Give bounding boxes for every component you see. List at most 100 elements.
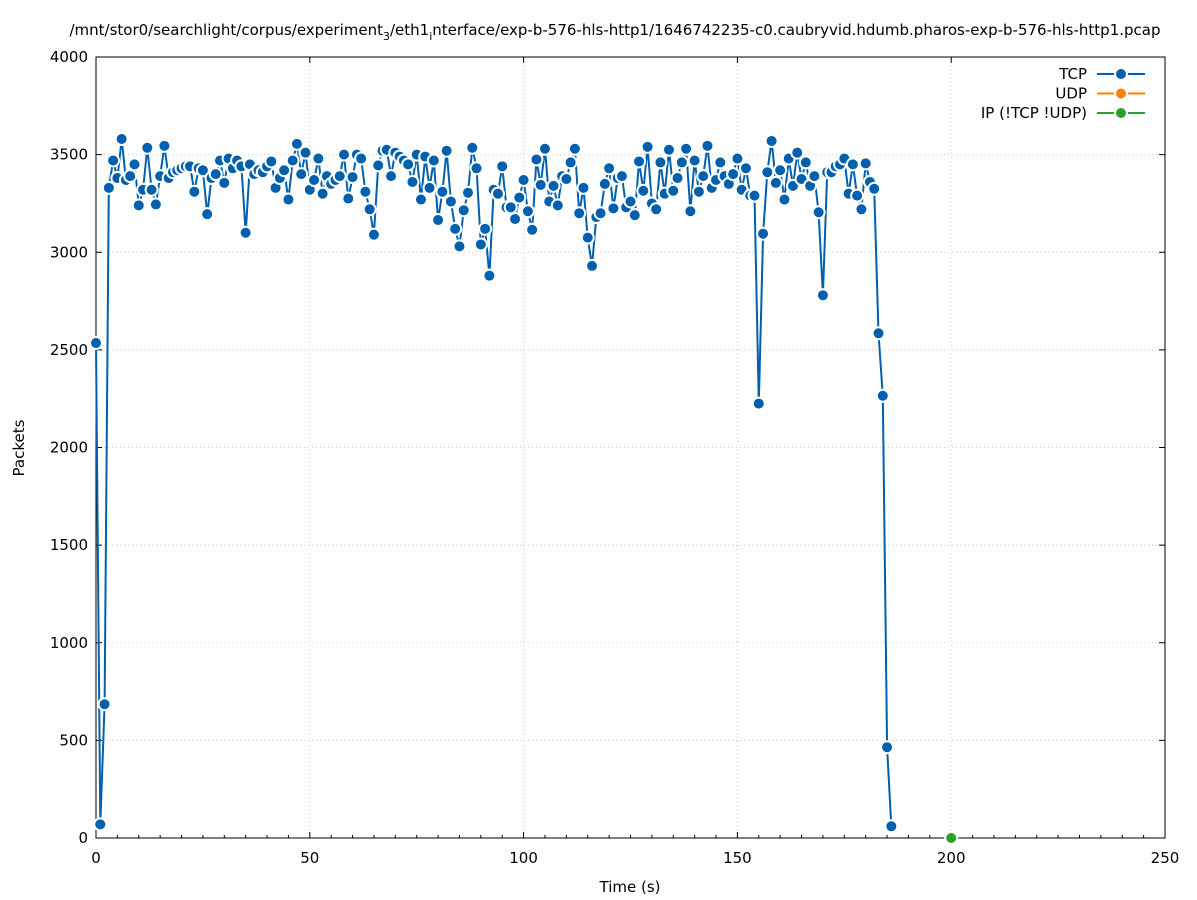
data-point [443, 194, 458, 209]
y-tick-label: 2500 [50, 341, 88, 359]
data-point [435, 184, 450, 199]
data-point [653, 155, 668, 170]
y-tick-label: 0 [78, 829, 88, 847]
data-point [341, 191, 356, 206]
data-point [422, 180, 437, 195]
data-point [337, 147, 352, 162]
data-point [285, 153, 300, 168]
x-tick-label: 150 [723, 849, 752, 867]
data-point [413, 192, 428, 207]
data-point [264, 154, 279, 169]
data-point [114, 132, 129, 147]
data-point [123, 169, 138, 184]
data-point [439, 143, 454, 158]
data-point [465, 140, 480, 155]
chart-title: /mnt/stor0/searchlight/corpus/experiment… [69, 21, 1160, 43]
data-point [756, 226, 771, 241]
data-point [520, 204, 535, 219]
data-point [640, 139, 655, 154]
data-point [567, 141, 582, 156]
data-point [550, 198, 565, 213]
data-point [811, 205, 826, 220]
data-point [687, 153, 702, 168]
data-point [773, 163, 788, 178]
data-point [101, 180, 116, 195]
x-tick-label: 250 [1151, 849, 1180, 867]
x-tick-label: 100 [509, 849, 538, 867]
legend-marker [1114, 86, 1128, 101]
data-point [448, 221, 463, 236]
data-point [875, 388, 890, 403]
y-axis-label: Packets [10, 419, 28, 476]
data-point [358, 184, 373, 199]
data-point [529, 152, 544, 167]
data-point [606, 201, 621, 216]
data-point [354, 151, 369, 166]
data-point [854, 202, 869, 217]
data-point [683, 204, 698, 219]
y-tick-label: 500 [59, 731, 88, 749]
legend-marker [1114, 106, 1128, 120]
data-point [426, 153, 441, 168]
data-point [127, 157, 142, 172]
data-point [405, 174, 420, 189]
data-point [89, 336, 103, 351]
chart-title-subscript: 3 [383, 30, 390, 43]
chart-title-suffix: nterface/exp-b-576-hls-http1/1646742235-… [432, 21, 1160, 39]
legend-label: UDP [1055, 85, 1087, 103]
y-tick-label: 4000 [50, 48, 88, 66]
data-point [670, 171, 685, 186]
data-point [200, 207, 215, 222]
data-point [512, 190, 527, 205]
data-point [106, 153, 121, 168]
data-point [195, 163, 210, 178]
data-point [281, 192, 296, 207]
data-point [661, 142, 676, 157]
data-point [97, 697, 112, 712]
data-point [537, 141, 552, 156]
y-tick-label: 3000 [50, 243, 88, 261]
data-point [148, 197, 163, 212]
data-point [307, 173, 322, 188]
data-point [807, 169, 822, 184]
data-point [384, 169, 399, 184]
data-point [576, 180, 591, 195]
y-tick-label: 1000 [50, 634, 88, 652]
data-point [508, 212, 523, 227]
data-point [850, 188, 865, 203]
data-point [798, 155, 813, 170]
data-point [525, 222, 540, 237]
data-point [362, 202, 377, 217]
legend-marker [1114, 67, 1128, 81]
data-point [768, 175, 783, 190]
data-point [585, 258, 600, 273]
y-tick-label: 3500 [50, 146, 88, 164]
data-point [431, 213, 446, 228]
data-point [602, 161, 617, 176]
data-point [452, 239, 467, 254]
data-point [345, 170, 360, 185]
data-point [627, 208, 642, 223]
data-point [311, 151, 326, 166]
data-point [482, 268, 497, 283]
data-point [469, 161, 484, 176]
data-point [238, 225, 253, 240]
data-point [371, 158, 386, 173]
data-point [315, 186, 330, 201]
data-point [880, 740, 895, 755]
data-point [760, 165, 775, 180]
data-point [649, 202, 664, 217]
data-point [751, 396, 766, 411]
data-point [623, 194, 638, 209]
data-point [764, 133, 779, 148]
x-tick-label: 50 [300, 849, 319, 867]
data-point [738, 161, 753, 176]
data-point [815, 288, 830, 303]
data-point [700, 138, 715, 153]
data-point [597, 176, 612, 191]
data-point [679, 141, 694, 156]
chart-title-prefix: /mnt/stor0/searchlight/corpus/experiment [69, 21, 383, 39]
data-point [298, 145, 313, 160]
data-point [674, 155, 689, 170]
